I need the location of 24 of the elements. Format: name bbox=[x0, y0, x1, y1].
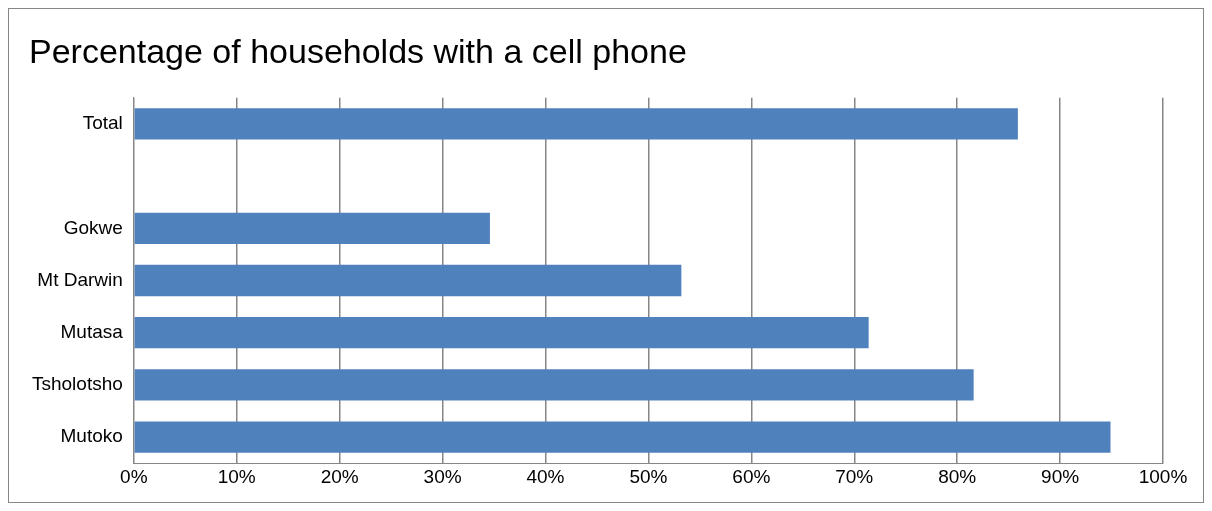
bar bbox=[134, 421, 1111, 453]
x-tick-label: 70% bbox=[835, 465, 874, 487]
bar bbox=[134, 369, 974, 401]
bar bbox=[134, 317, 869, 349]
x-tick-label: 40% bbox=[526, 465, 565, 487]
y-tick-label: Mutasa bbox=[60, 320, 124, 342]
bar bbox=[134, 264, 682, 297]
x-tick-label: 60% bbox=[732, 465, 771, 487]
bar bbox=[134, 108, 1018, 140]
x-tick-label: 80% bbox=[938, 465, 977, 487]
x-tick-label: 20% bbox=[320, 465, 359, 487]
y-tick-label: Total bbox=[82, 112, 123, 134]
x-tick-label: 10% bbox=[217, 465, 256, 487]
y-tick-label: Gokwe bbox=[63, 216, 123, 238]
chart-title: Percentage of households with a cell phone bbox=[29, 31, 687, 70]
x-tick-label: 100% bbox=[1138, 465, 1188, 487]
x-tick-label: 0% bbox=[120, 465, 148, 487]
y-tick-label: Mt Darwin bbox=[37, 268, 123, 290]
x-tick-label: 50% bbox=[629, 465, 668, 487]
y-tick-label: Mutoko bbox=[60, 425, 123, 447]
bar bbox=[134, 212, 490, 244]
x-tick-label: 90% bbox=[1041, 465, 1080, 487]
y-tick-label: Tsholotsho bbox=[31, 373, 123, 395]
x-tick-label: 30% bbox=[423, 465, 462, 487]
